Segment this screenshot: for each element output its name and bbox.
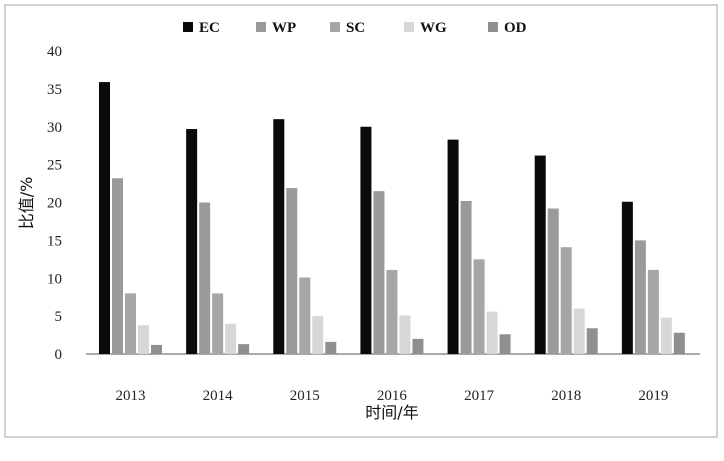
y-tick-label: 35 bbox=[47, 82, 62, 98]
x-tick-label: 2017 bbox=[464, 388, 495, 404]
bar-od-2018 bbox=[586, 328, 598, 354]
legend-label-wp: WP bbox=[272, 20, 296, 36]
bar-sc-2015 bbox=[299, 277, 311, 354]
y-axis-title: 比值/% bbox=[17, 177, 36, 230]
bar-wp-2014 bbox=[199, 202, 211, 354]
bars bbox=[99, 82, 685, 355]
y-tick-label: 40 bbox=[47, 44, 62, 60]
bar-wg-2017 bbox=[486, 311, 498, 354]
bar-wp-2016 bbox=[373, 191, 385, 354]
x-tick-label: 2014 bbox=[203, 388, 234, 404]
bar-sc-2014 bbox=[212, 293, 224, 354]
x-tick-label: 2016 bbox=[377, 388, 408, 404]
bar-od-2019 bbox=[673, 332, 685, 354]
bar-wp-2019 bbox=[634, 240, 646, 354]
y-axis-ticks: 0 5 10 15 20 25 30 35 40 bbox=[47, 44, 62, 363]
bar-od-2015 bbox=[325, 341, 337, 354]
x-tick-label: 2015 bbox=[290, 388, 320, 404]
bar-ec-2013 bbox=[99, 82, 110, 355]
bar-ec-2016 bbox=[360, 126, 372, 354]
bar-od-2014 bbox=[238, 344, 250, 354]
bar-wp-2013 bbox=[112, 178, 123, 354]
bar-ec-2014 bbox=[186, 129, 198, 354]
legend-swatch-wp bbox=[256, 22, 266, 32]
legend-label-ec: EC bbox=[199, 20, 220, 36]
y-tick-label: 30 bbox=[47, 120, 62, 136]
y-tick-label: 0 bbox=[55, 347, 63, 363]
bar-wg-2014 bbox=[225, 323, 237, 354]
bar-od-2013 bbox=[151, 344, 162, 354]
bar-wg-2018 bbox=[573, 308, 585, 354]
bar-wg-2015 bbox=[312, 316, 324, 354]
legend-label-sc: SC bbox=[346, 20, 365, 36]
bar-od-2016 bbox=[412, 338, 424, 354]
x-axis-title: 时间/年 bbox=[365, 403, 418, 422]
legend-label-wg: WG bbox=[420, 20, 447, 36]
x-tick-label: 2013 bbox=[116, 388, 146, 404]
legend: EC WP SC WG OD bbox=[183, 20, 527, 36]
y-tick-label: 25 bbox=[47, 158, 62, 174]
bar-wp-2018 bbox=[547, 208, 559, 354]
x-axis-ticks: 2013 2014 2015 2016 2017 2018 2019 bbox=[116, 388, 669, 404]
y-tick-label: 20 bbox=[47, 196, 62, 212]
legend-label-od: OD bbox=[504, 20, 527, 36]
bar-wg-2019 bbox=[660, 317, 672, 354]
bar-wg-2016 bbox=[399, 315, 411, 354]
x-tick-label: 2019 bbox=[638, 388, 668, 404]
bar-ec-2019 bbox=[621, 201, 633, 354]
bar-wg-2013 bbox=[138, 325, 149, 354]
bar-wp-2015 bbox=[286, 188, 298, 354]
bar-sc-2019 bbox=[647, 269, 659, 354]
bar-sc-2017 bbox=[473, 259, 485, 354]
bar-ec-2018 bbox=[534, 155, 546, 354]
bar-wp-2017 bbox=[460, 200, 472, 354]
y-tick-label: 5 bbox=[55, 309, 63, 325]
x-tick-label: 2018 bbox=[551, 388, 581, 404]
bar-sc-2013 bbox=[125, 293, 136, 354]
y-tick-label: 15 bbox=[47, 233, 62, 249]
legend-swatch-ec bbox=[183, 22, 193, 32]
y-tick-label: 10 bbox=[47, 271, 62, 287]
bar-sc-2016 bbox=[386, 269, 398, 354]
bar-ec-2015 bbox=[273, 119, 285, 354]
legend-swatch-wg bbox=[404, 22, 414, 32]
legend-swatch-sc bbox=[330, 22, 340, 32]
bar-ec-2017 bbox=[447, 139, 459, 354]
bar-sc-2018 bbox=[560, 247, 572, 354]
legend-swatch-od bbox=[488, 22, 498, 32]
bar-od-2017 bbox=[499, 334, 511, 354]
